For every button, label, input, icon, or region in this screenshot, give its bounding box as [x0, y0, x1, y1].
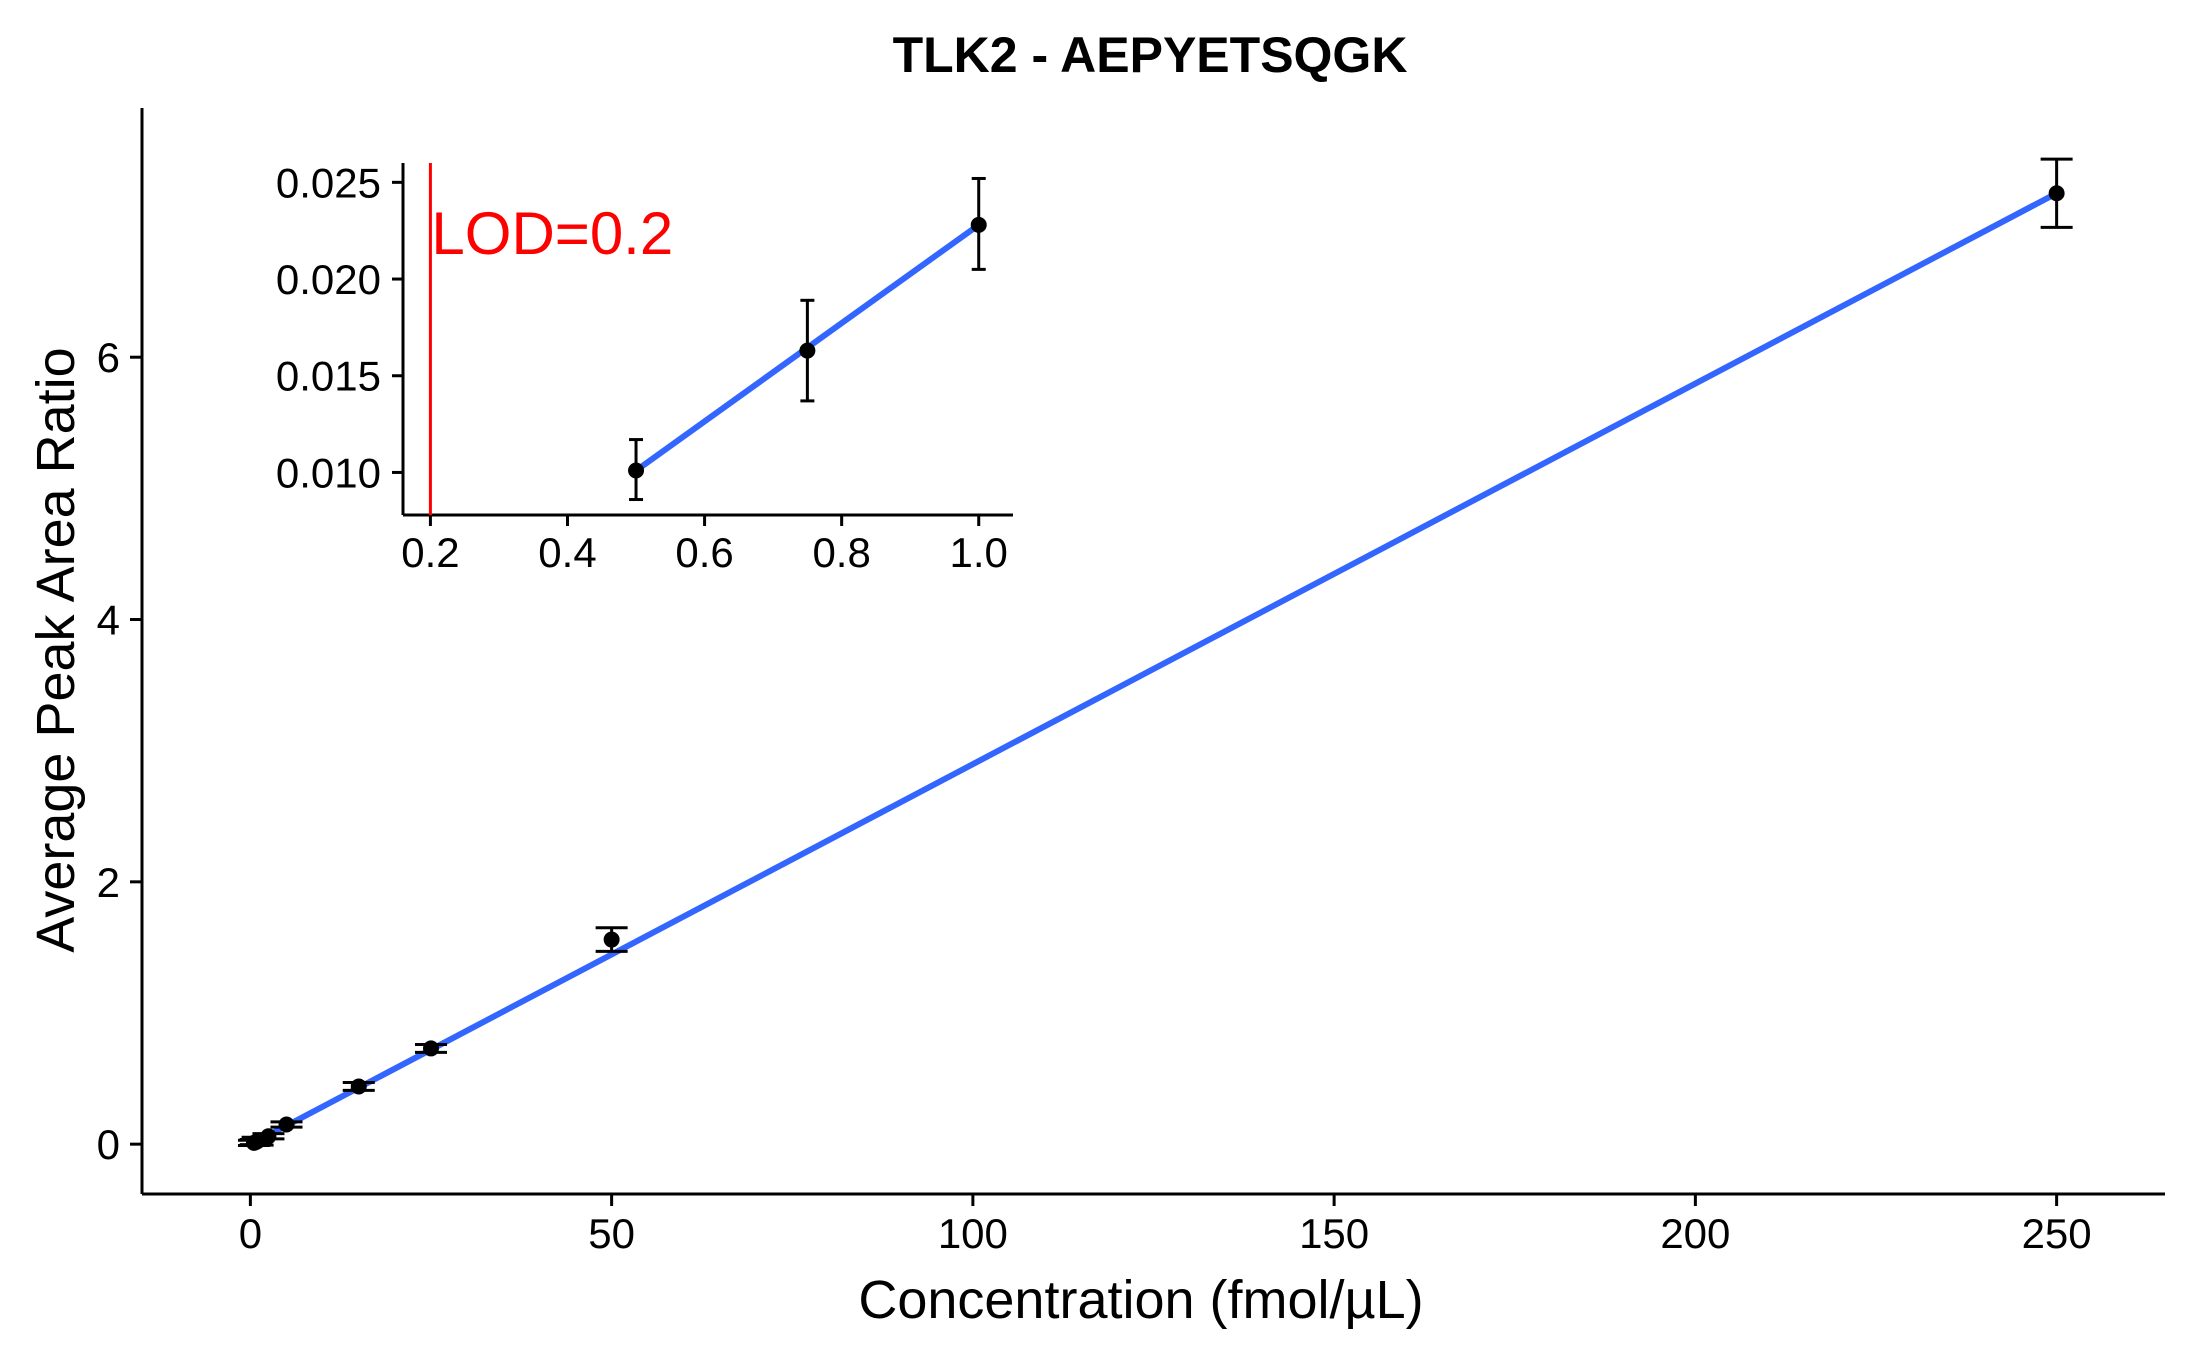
- chart-title: TLK2 - AEPYETSQGK: [893, 27, 1408, 83]
- inset-x-tick-label: 0.4: [538, 529, 596, 576]
- data-point: [260, 1128, 277, 1145]
- fit-line: [250, 190, 2060, 1146]
- data-point: [350, 1078, 367, 1095]
- main-data-points: [237, 157, 2073, 1151]
- inset-data-point: [970, 216, 987, 233]
- y-tick-label: 2: [97, 859, 120, 906]
- main-axes: 0 50 100 150 200 250 0 2 4 6: [97, 108, 2165, 1257]
- inset-y-tick-label: 0.025: [276, 159, 381, 206]
- x-tick-label: 150: [1299, 1210, 1369, 1257]
- main-fit-line: [250, 190, 2060, 1146]
- inset-x-tick-label: 0.2: [401, 529, 459, 576]
- data-point: [423, 1040, 439, 1057]
- inset-data-point: [628, 462, 645, 479]
- inset-y-tick-label: 0.010: [276, 449, 381, 496]
- x-tick-label: 100: [938, 1210, 1008, 1257]
- inset-x-tick-label: 0.6: [675, 529, 733, 576]
- x-axis-title: Concentration (fmol/µL): [858, 1270, 1423, 1330]
- x-tick-label: 250: [2022, 1210, 2092, 1257]
- inset-lod: LOD=0.2: [428, 163, 673, 515]
- inset-data-points: [628, 176, 987, 502]
- data-point: [278, 1116, 295, 1133]
- y-axis-title: Average Peak Area Ratio: [26, 347, 86, 952]
- y-tick-label: 6: [97, 334, 120, 381]
- inset-data-point: [799, 342, 816, 359]
- inset-axes: 0.2 0.4 0.6 0.8 1.0 0.010 0.015 0.020 0.025: [276, 159, 1013, 576]
- inset-x-tick-label: 1.0: [950, 529, 1008, 576]
- inset-y-tick-label: 0.020: [276, 256, 381, 303]
- y-tick-label: 0: [97, 1121, 120, 1168]
- lod-label: LOD=0.2: [431, 200, 673, 267]
- data-point: [2048, 185, 2065, 202]
- inset-y-tick-label: 0.015: [276, 353, 381, 400]
- x-tick-label: 0: [239, 1210, 262, 1257]
- x-tick-label: 50: [588, 1210, 635, 1257]
- y-tick-label: 4: [97, 597, 120, 644]
- data-point: [603, 931, 620, 948]
- inset-x-tick-label: 0.8: [812, 529, 870, 576]
- x-tick-label: 200: [1660, 1210, 1730, 1257]
